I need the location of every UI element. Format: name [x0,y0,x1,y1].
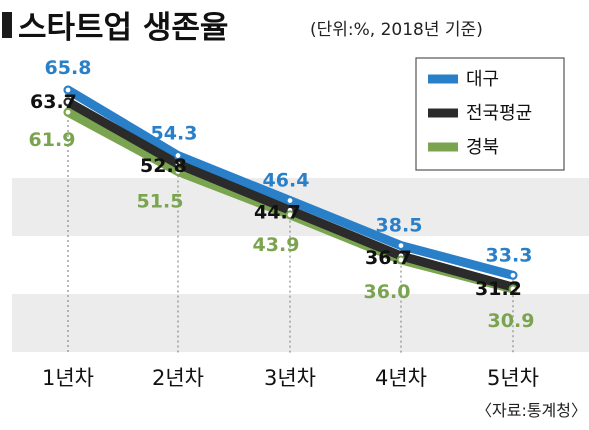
legend-label: 대구 [466,69,499,90]
data-point [173,167,183,176]
value-label: 44.7 [254,201,301,223]
data-point [63,107,73,117]
value-label: 36.0 [364,281,411,303]
value-label: 52.8 [140,155,187,177]
value-label: 30.9 [488,310,535,332]
value-label: 33.3 [486,244,533,266]
grid-band [12,294,589,352]
legend-label: 전국평균 [466,103,532,124]
value-label: 46.4 [263,170,310,192]
data-point [508,284,518,294]
data-point [508,270,518,280]
value-label: 54.3 [151,123,198,145]
value-label: 31.2 [475,278,522,300]
x-tick-label: 1년차 [42,366,94,390]
legend-label: 경북 [466,137,499,158]
chart-subtitle: (단위:%, 2018년 기준) [310,20,483,40]
grid-bands [12,178,589,352]
data-point [63,85,73,95]
value-label: 36.7 [365,247,412,269]
series-points [63,85,518,294]
guide-lines [67,90,514,355]
data-point [285,210,295,220]
value-label: 51.5 [137,191,184,213]
value-labels: 65.8 54.3 46.4 38.5 33.3 63.7 52.8 44.7 36.7 31.2… [29,57,535,332]
x-tick-label: 5년차 [487,366,539,390]
x-tick-label: 4년차 [375,366,427,390]
x-axis-ticks: 1년차 2년차 3년차 4년차 5년차 [42,366,539,390]
x-tick-label: 3년차 [264,366,316,390]
data-point [396,255,406,265]
title-marker [2,12,12,38]
value-label: 61.9 [29,129,76,151]
value-label: 65.8 [45,57,92,79]
source-note: 〈자료:통계청〉 [476,401,587,420]
value-label: 38.5 [376,215,423,237]
chart-title: 스타트업 생존율 [18,10,228,46]
data-point [63,97,73,107]
data-point [396,241,406,251]
value-label: 43.9 [253,234,300,256]
data-point [173,151,183,160]
data-point [285,196,295,205]
x-tick-label: 2년차 [152,366,204,390]
value-label: 63.7 [30,91,77,113]
